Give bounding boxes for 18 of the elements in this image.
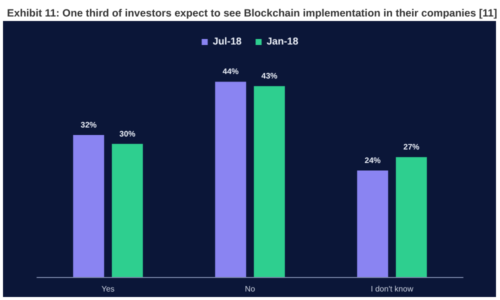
data-label: 32%: [80, 120, 97, 130]
bar: [112, 144, 143, 277]
data-label: 24%: [364, 156, 381, 165]
legend-label: Jul-18: [212, 36, 242, 48]
data-label: 27%: [403, 142, 420, 152]
legend-label: Jan-18: [266, 36, 299, 48]
x-tick-label: Yes: [101, 284, 115, 294]
x-tick-label: I don't know: [370, 284, 414, 294]
bar: [254, 86, 285, 277]
bar: [357, 170, 388, 277]
data-label: 30%: [119, 129, 136, 138]
data-label: 43%: [261, 72, 278, 81]
bar: [215, 82, 246, 277]
bar: [73, 134, 104, 277]
bar: [396, 157, 427, 277]
x-tick-label: No: [244, 284, 256, 294]
data-label: 44%: [222, 67, 239, 76]
chart-title: Exhibit 11: One third of investors expect to see Blockchain implementation in their companies [11]: [7, 8, 498, 20]
